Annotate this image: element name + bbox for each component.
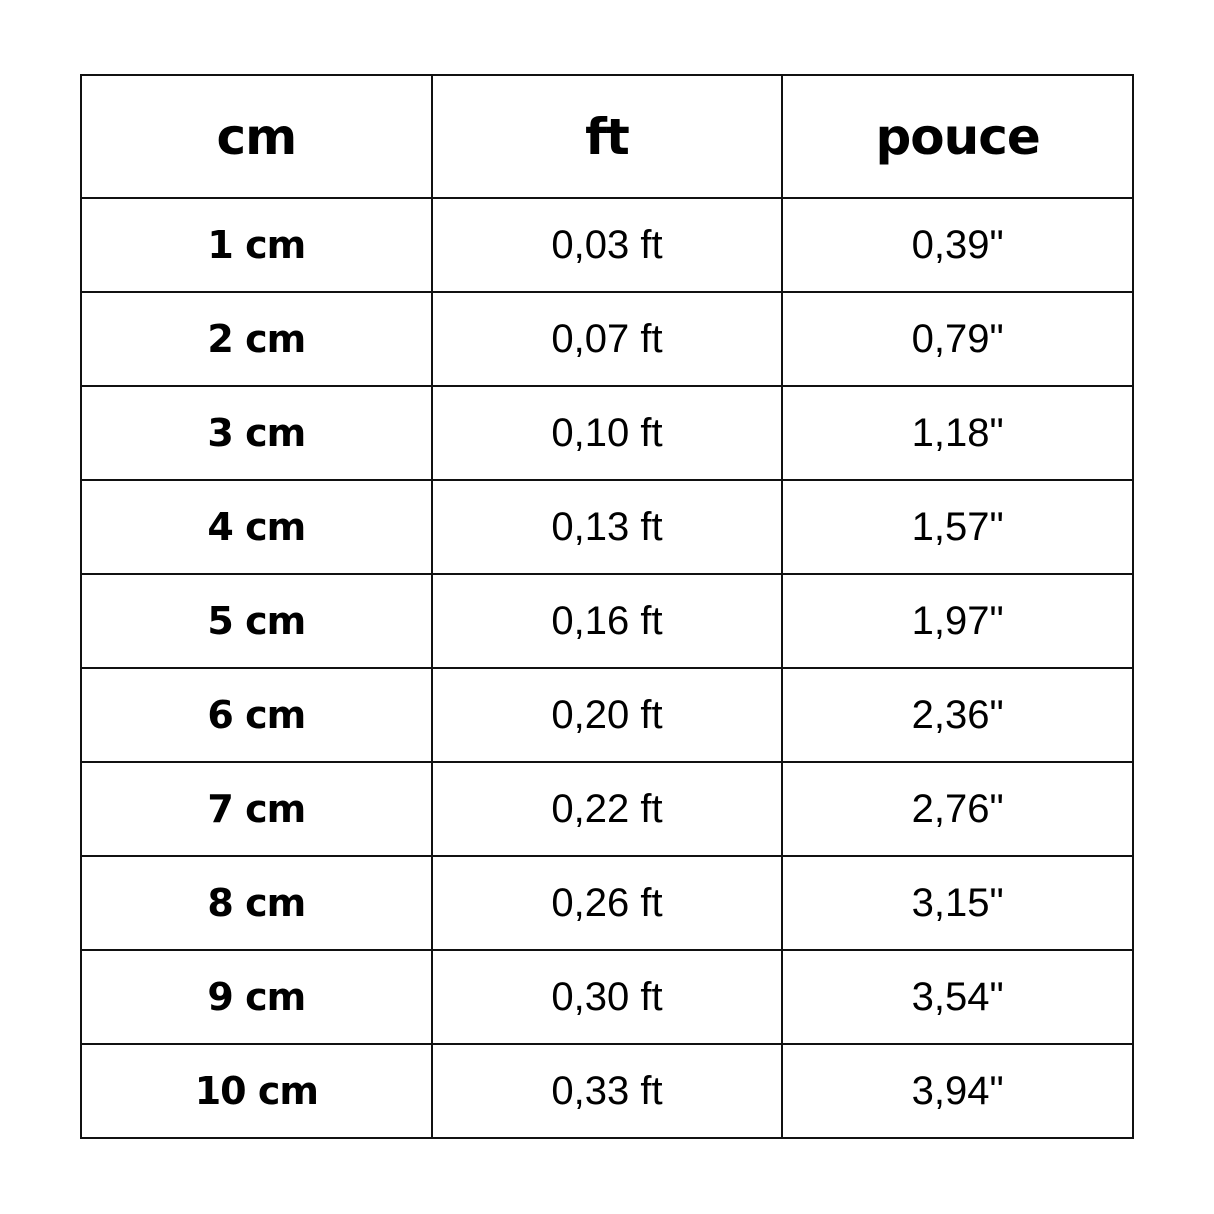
table-row: 5 cm 0,16 ft 1,97" — [80, 573, 1134, 669]
cell-pouce: 3,94" — [781, 1043, 1134, 1139]
cell-ft: 0,03 ft — [430, 197, 784, 293]
cell-ft: 0,26 ft — [430, 855, 784, 951]
cell-cm: 7 cm — [80, 761, 433, 857]
cell-pouce: 3,54" — [781, 949, 1134, 1045]
cell-pouce: 0,79" — [781, 291, 1134, 387]
header-row: cm ft pouce — [80, 74, 1134, 199]
cell-cm: 9 cm — [80, 949, 433, 1045]
cell-ft: 0,13 ft — [430, 479, 784, 575]
table-row: 6 cm 0,20 ft 2,36" — [80, 667, 1134, 763]
cell-pouce: 1,57" — [781, 479, 1134, 575]
cell-ft: 0,33 ft — [430, 1043, 784, 1139]
table-row: 9 cm 0,30 ft 3,54" — [80, 949, 1134, 1045]
cell-pouce: 1,97" — [781, 573, 1134, 669]
cell-ft: 0,10 ft — [430, 385, 784, 481]
cell-cm: 3 cm — [80, 385, 433, 481]
table-row: 1 cm 0,03 ft 0,39" — [80, 197, 1134, 293]
cell-cm: 5 cm — [80, 573, 433, 669]
header-cm: cm — [80, 74, 433, 199]
cell-pouce: 2,76" — [781, 761, 1134, 857]
cell-cm: 2 cm — [80, 291, 433, 387]
cell-ft: 0,20 ft — [430, 667, 784, 763]
cell-cm: 1 cm — [80, 197, 433, 293]
table-row: 8 cm 0,26 ft 3,15" — [80, 855, 1134, 951]
cell-cm: 10 cm — [80, 1043, 433, 1139]
table-row: 10 cm 0,33 ft 3,94" — [80, 1043, 1134, 1139]
cell-ft: 0,16 ft — [430, 573, 784, 669]
cell-pouce: 3,15" — [781, 855, 1134, 951]
cell-cm: 6 cm — [80, 667, 433, 763]
cell-ft: 0,07 ft — [430, 291, 784, 387]
cell-ft: 0,22 ft — [430, 761, 784, 857]
table-row: 4 cm 0,13 ft 1,57" — [80, 479, 1134, 575]
table-row: 2 cm 0,07 ft 0,79" — [80, 291, 1134, 387]
cell-pouce: 0,39" — [781, 197, 1134, 293]
table-row: 7 cm 0,22 ft 2,76" — [80, 761, 1134, 857]
table-row: 3 cm 0,10 ft 1,18" — [80, 385, 1134, 481]
table-body: 1 cm 0,03 ft 0,39" 2 cm 0,07 ft 0,79" 3 cm 0,10… — [80, 197, 1134, 1139]
header-ft: ft — [430, 74, 784, 199]
cell-cm: 4 cm — [80, 479, 433, 575]
cell-cm: 8 cm — [80, 855, 433, 951]
conversion-table: cm ft pouce 1 cm 0,03 ft 0,39" 2 cm 0,07 ft 0… — [80, 74, 1134, 1139]
cell-pouce: 2,36" — [781, 667, 1134, 763]
cell-pouce: 1,18" — [781, 385, 1134, 481]
cell-ft: 0,30 ft — [430, 949, 784, 1045]
header-pouce: pouce — [781, 74, 1134, 199]
